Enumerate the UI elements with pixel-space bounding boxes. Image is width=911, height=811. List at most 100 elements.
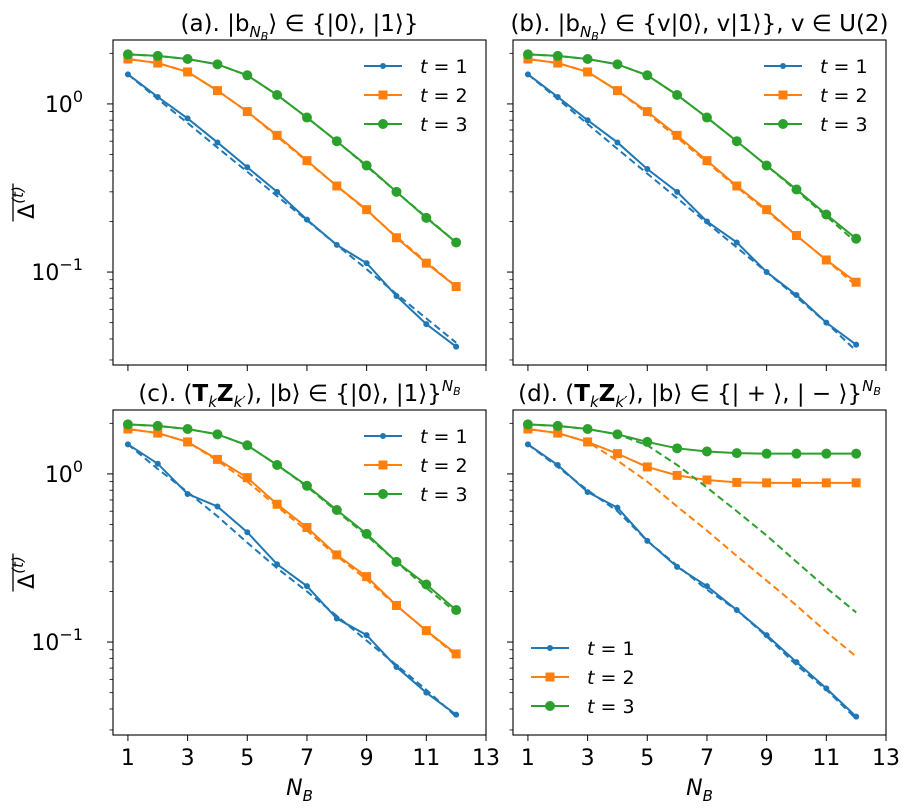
legend: t = 1 t = 2 t = 3: [364, 426, 468, 506]
data-point: [451, 649, 461, 659]
series-t2: [523, 424, 861, 658]
data-point: [212, 429, 223, 440]
data-point: [672, 443, 683, 454]
series-t1: [124, 71, 460, 350]
data-point: [154, 93, 161, 100]
series-t3: [522, 419, 862, 614]
data-point: [644, 537, 651, 544]
data-point: [733, 239, 740, 246]
panel-title: (b). |bNB⟩ ∈ {v|0⟩, v|1⟩}, v ∈ U(2): [510, 11, 888, 43]
data-point: [453, 711, 460, 718]
data-point: [362, 572, 372, 582]
data-point: [732, 181, 742, 191]
data-point: [153, 428, 163, 438]
x-tick-label: 3: [181, 746, 195, 771]
data-point: [731, 448, 742, 459]
data-line: [527, 58, 857, 284]
data-point: [182, 54, 193, 65]
x-tick-label: 7: [300, 746, 314, 771]
data-point: [583, 67, 593, 77]
data-point: [153, 58, 163, 68]
data-point: [331, 505, 342, 516]
data-point: [553, 428, 563, 438]
data-point: [554, 93, 561, 100]
series-t1: [524, 441, 860, 720]
data-point: [244, 164, 251, 171]
data-point: [421, 258, 431, 268]
legend-item-t1: t = 1: [764, 56, 868, 78]
legend-marker: [778, 119, 788, 129]
data-point: [583, 437, 593, 447]
legend-marker: [378, 460, 388, 470]
data-point: [612, 59, 623, 70]
data-point: [302, 156, 312, 166]
x-tick-label: 1: [521, 746, 535, 771]
data-point: [361, 160, 372, 171]
data-point: [242, 107, 252, 117]
legend-label: t = 2: [420, 85, 468, 107]
data-point: [821, 478, 831, 488]
data-point: [702, 156, 712, 166]
data-point: [451, 605, 462, 616]
legend: t = 1 t = 2 t = 3: [764, 56, 868, 136]
x-tick-label: 3: [581, 746, 595, 771]
fit-line: [527, 428, 857, 658]
data-point: [701, 112, 712, 123]
data-point: [301, 480, 312, 491]
data-point: [522, 49, 533, 60]
data-point: [612, 429, 623, 440]
legend-label: t = 2: [587, 667, 635, 689]
fit-line: [127, 428, 457, 657]
data-point: [152, 50, 163, 61]
data-point: [552, 50, 563, 61]
series-t1: [124, 441, 460, 718]
data-point: [791, 478, 801, 488]
x-tick-label: 5: [640, 746, 654, 771]
data-point: [332, 550, 342, 560]
legend-item-t2: t = 2: [364, 455, 468, 477]
data-point: [301, 112, 312, 123]
series-t3: [122, 49, 462, 248]
data-point: [672, 130, 682, 140]
data-point: [183, 67, 193, 77]
series-t2: [123, 424, 461, 659]
series-t3: [522, 49, 862, 244]
data-point: [672, 90, 683, 101]
data-point: [363, 260, 370, 267]
data-line: [127, 73, 457, 348]
legend-label: t = 1: [420, 56, 468, 78]
data-point: [184, 490, 191, 497]
data-point: [702, 475, 712, 485]
data-point: [762, 478, 772, 488]
data-point: [272, 460, 283, 471]
fit-line: [527, 58, 857, 287]
data-point: [642, 462, 652, 472]
legend-item-t1: t = 1: [531, 638, 635, 660]
data-point: [644, 166, 651, 173]
data-line: [127, 443, 457, 716]
series-t3: [122, 419, 462, 616]
legend-item-t3: t = 3: [364, 484, 468, 506]
data-point: [763, 269, 770, 276]
legend-marker: [378, 489, 388, 499]
data-point: [674, 188, 681, 195]
legend-label: t = 1: [420, 426, 468, 448]
data-line: [527, 428, 857, 484]
legend-marker: [547, 645, 553, 651]
data-point: [303, 216, 310, 223]
data-line: [527, 73, 857, 346]
legend-marker: [545, 672, 555, 682]
data-point: [791, 184, 802, 195]
data-point: [451, 237, 462, 248]
data-point: [584, 117, 591, 124]
data-point: [582, 424, 593, 435]
data-point: [303, 583, 310, 590]
data-point: [614, 139, 621, 146]
data-point: [393, 664, 400, 671]
x-tick-label: 9: [360, 746, 374, 771]
data-point: [701, 446, 712, 457]
x-tick-label: 9: [760, 746, 774, 771]
data-point: [332, 181, 342, 191]
data-point: [582, 54, 593, 65]
